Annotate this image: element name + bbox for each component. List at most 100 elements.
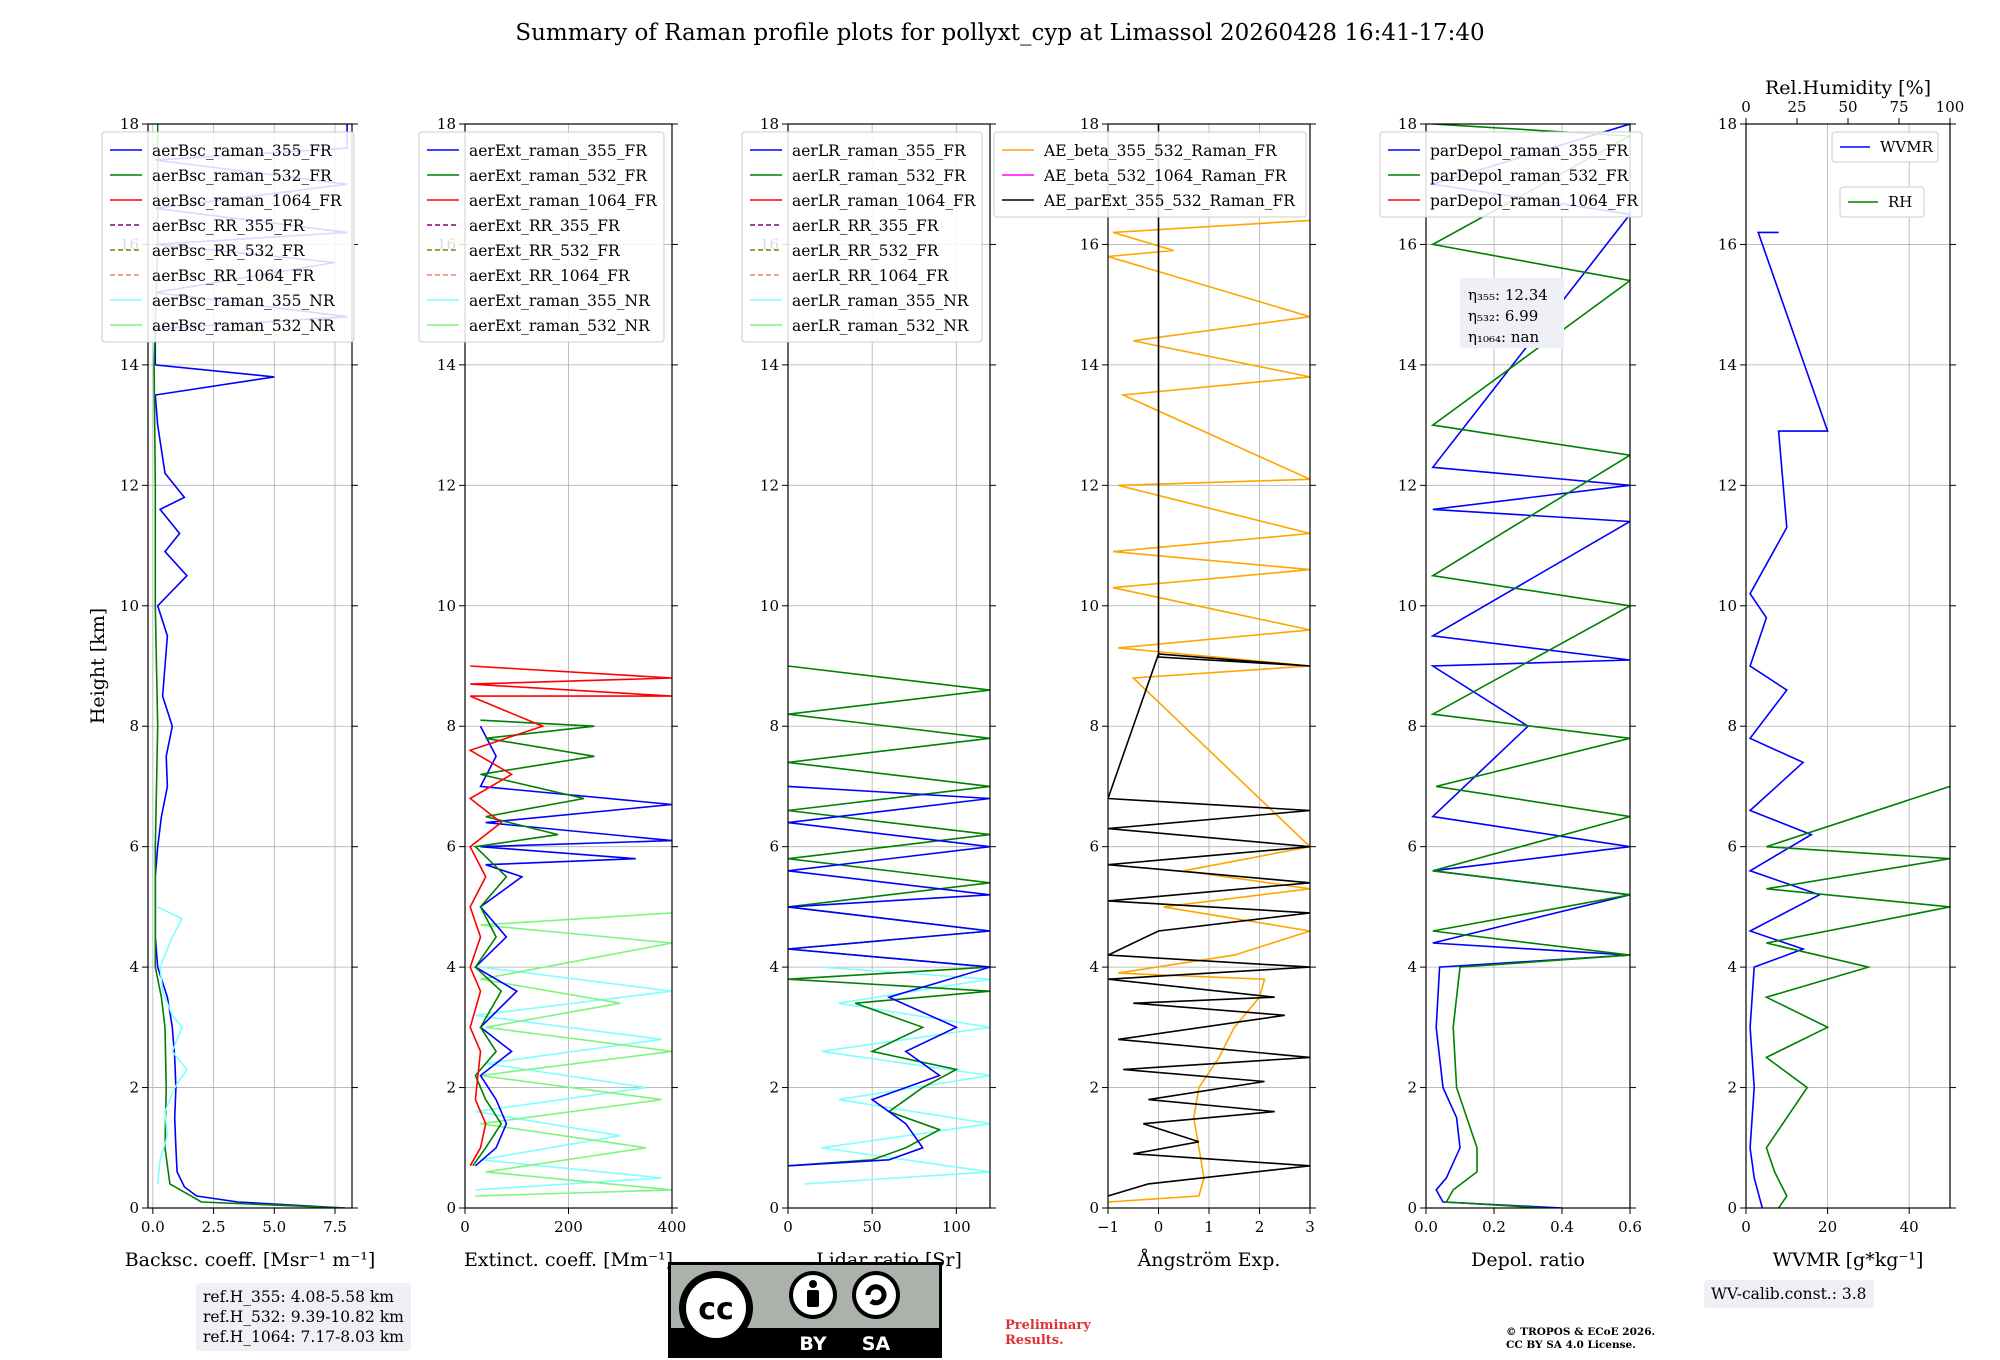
legend-label: AE_parExt_355_532_Raman_FR xyxy=(1043,192,1296,210)
copyright-line-2: CC BY SA 4.0 License. xyxy=(1506,1339,1636,1351)
legend-label: RH xyxy=(1888,193,1912,211)
legend-box xyxy=(1379,131,1643,218)
series-line-AE_beta_355_532_Raman_FR xyxy=(1108,219,1310,1203)
series-line-AE_parExt_355_532_Raman_FR xyxy=(1108,124,1310,1197)
legend: AE_beta_355_532_Raman_FR AE_beta_532_1064… xyxy=(993,131,1307,218)
series-group xyxy=(788,665,990,1185)
legend-box xyxy=(741,131,983,343)
legend-label: aerLR_raman_532_NR xyxy=(792,317,970,335)
legend-box xyxy=(101,131,355,343)
legend-box xyxy=(1831,131,1939,163)
xtick-label: 5.0 xyxy=(262,1218,286,1236)
annotation-line: η₁₀₆₄: nan xyxy=(1468,328,1539,346)
sa-share-alike-icon xyxy=(856,1275,896,1315)
sa-arrow xyxy=(865,1284,887,1306)
panel-wv: 0 20 40 0 2 4 6 8 10 12 14 16 18 WVMR [g*kg⁻¹] 0 25 50 75… xyxy=(1718,77,1964,1271)
top-axis-label: Rel.Humidity [%] xyxy=(1765,77,1931,99)
top-tick-label: 100 xyxy=(1936,98,1965,116)
ytick-label: 0 xyxy=(1407,1199,1417,1217)
ytick-label: 14 xyxy=(760,356,779,374)
legend-label: aerBsc_raman_1064_FR xyxy=(152,192,343,210)
ytick-label: 8 xyxy=(1727,717,1737,735)
legend-label: WVMR xyxy=(1880,138,1934,156)
ytick-label: 4 xyxy=(446,958,456,976)
axes-frame xyxy=(464,123,673,1209)
ytick-label: 18 xyxy=(120,115,139,133)
xtick-label: 0.0 xyxy=(141,1218,165,1236)
ref-h532: ref.H_532: 9.39-10.82 km xyxy=(203,1308,404,1326)
series-line-aerBsc_raman_355_NR xyxy=(156,906,188,1184)
x-axis-label: Backsc. coeff. [Msr⁻¹ m⁻¹] xyxy=(125,1249,376,1271)
xtick-label: 0 xyxy=(1154,1218,1164,1236)
xtick-label: 200 xyxy=(554,1218,583,1236)
ytick-label: 2 xyxy=(1727,1079,1737,1097)
ytick-label: 18 xyxy=(437,115,456,133)
legend-label: aerExt_raman_1064_FR xyxy=(469,192,658,210)
ref-h1064: ref.H_1064: 7.17-8.03 km xyxy=(203,1328,404,1346)
ytick-label: 14 xyxy=(120,356,139,374)
legend-label: parDepol_raman_355_FR xyxy=(1430,142,1630,160)
ytick-label: 0 xyxy=(129,1199,139,1217)
legend: aerExt_raman_355_FR aerExt_raman_532_FRae… xyxy=(418,131,665,343)
xtick-label: 0 xyxy=(460,1218,470,1236)
preliminary-line-1: Preliminary xyxy=(1005,1318,1091,1333)
xtick-label: 100 xyxy=(942,1218,971,1236)
ytick-label: 12 xyxy=(1398,476,1417,494)
legend-label: aerExt_raman_355_NR xyxy=(469,292,651,310)
legend-label: parDepol_raman_1064_FR xyxy=(1430,192,1639,210)
top-tick-label: 50 xyxy=(1838,98,1857,116)
ytick-label: 12 xyxy=(1080,476,1099,494)
ytick-label: 4 xyxy=(769,958,779,976)
ytick-label: 2 xyxy=(769,1079,779,1097)
legend: aerLR_raman_355_FR aerLR_raman_532_FR aerL… xyxy=(741,131,983,343)
legend-label: aerExt_RR_1064_FR xyxy=(469,267,631,285)
ytick-label: 6 xyxy=(1089,838,1099,856)
ytick-label: 6 xyxy=(129,838,139,856)
xtick-label: 40 xyxy=(1900,1218,1919,1236)
ytick-label: 0 xyxy=(769,1199,779,1217)
axes-frame xyxy=(1425,123,1631,1209)
copyright-line-1: © TROPOS & ECoE 2026. xyxy=(1506,1326,1656,1338)
eta-annotation: η₃₅₅: 12.34 η₅₃₂: 6.99 η₁₀₆₄: nan xyxy=(1460,278,1564,348)
series-line-RH xyxy=(1764,785,1950,1208)
cc-logo-text: cc xyxy=(698,1292,734,1327)
legend: aerBsc_raman_355_FR aerBsc_raman_532_FRae… xyxy=(101,131,355,343)
annotation-box xyxy=(1460,278,1564,348)
series-line-aerBsc_raman_532_FR xyxy=(153,124,345,1208)
preliminary-line-2: Results. xyxy=(1005,1333,1064,1348)
ytick-label: 2 xyxy=(129,1079,139,1097)
ytick-label: 18 xyxy=(1718,115,1737,133)
series-group xyxy=(468,665,672,1197)
legend-box xyxy=(418,131,665,343)
series-line-parDepol_raman_532_FR xyxy=(1430,124,1630,1208)
series-line-aerLR_raman_355_NR xyxy=(804,966,990,1185)
xtick-label: 0 xyxy=(783,1218,793,1236)
series-line-aerExt_raman_1064_FR xyxy=(468,665,672,1167)
series-line-aerExt_raman_532_FR xyxy=(472,719,595,1167)
series-line-aerExt_raman_355_NR xyxy=(475,966,672,1191)
top-tick-label: 75 xyxy=(1889,98,1908,116)
ytick-label: 8 xyxy=(1089,717,1099,735)
by-person-head xyxy=(809,1280,817,1288)
xtick-label: 2.5 xyxy=(202,1218,226,1236)
ytick-label: 10 xyxy=(120,597,139,615)
legend-label: aerBsc_RR_532_FR xyxy=(152,242,306,260)
series-line-aerExt_raman_355_FR xyxy=(474,725,672,1167)
legend-label: aerExt_RR_355_FR xyxy=(469,217,621,235)
xtick-label: 1 xyxy=(1204,1218,1214,1236)
ytick-label: 10 xyxy=(437,597,456,615)
panel-bsc: 0.02.55.07.5024681012141618Backsc. coeff… xyxy=(87,115,375,1271)
legend-label: aerLR_raman_355_FR xyxy=(792,142,967,160)
xtick-label: 0 xyxy=(1741,1218,1751,1236)
legend-label: aerExt_raman_532_FR xyxy=(469,167,648,185)
legend-label: aerBsc_raman_355_NR xyxy=(152,292,336,310)
series-group xyxy=(1108,124,1310,1203)
legend-label: parDepol_raman_532_FR xyxy=(1430,167,1630,185)
panel-pdr: 0.0 0.2 0.4 0.6 0 2 4 6 8 10 12 14 16 18 Depol. ratio p… xyxy=(1379,115,1643,1271)
ytick-label: 8 xyxy=(129,717,139,735)
wv-calib-const: WV-calib.const.: 3.8 xyxy=(1711,1285,1867,1303)
legend-label: aerExt_RR_532_FR xyxy=(469,242,621,260)
legend-label: aerLR_raman_355_NR xyxy=(792,292,970,310)
ytick-label: 4 xyxy=(129,958,139,976)
